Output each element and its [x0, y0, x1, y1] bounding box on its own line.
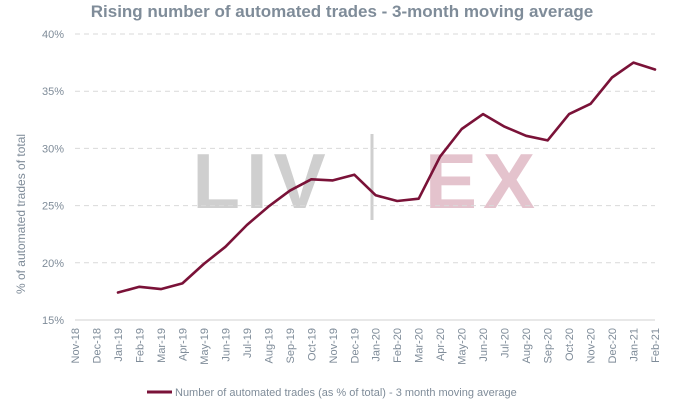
- x-tick-label: Sep-19: [285, 328, 297, 363]
- watermark-right-text: EX: [425, 137, 541, 225]
- x-tick-label: Jan-19: [113, 328, 125, 362]
- x-tick-label: Dec-20: [607, 328, 619, 363]
- x-tick-label: May-19: [199, 328, 211, 365]
- x-tick-label: Mar-20: [414, 328, 426, 363]
- x-tick-label: Jul-19: [242, 328, 254, 358]
- x-tick-label: Nov-19: [328, 328, 340, 363]
- y-axis-label: % of automated trades of total: [14, 134, 28, 294]
- x-tick-label: Sep-20: [543, 328, 555, 363]
- x-tick-label: Mar-19: [156, 328, 168, 363]
- watermark-left-text: LIV: [192, 137, 331, 225]
- x-tick-label: Apr-19: [177, 328, 189, 361]
- x-tick-label: Nov-20: [586, 328, 598, 363]
- watermark: LIV EX: [192, 134, 541, 225]
- x-tick-label: Aug-19: [263, 328, 275, 363]
- x-tick-label: Dec-18: [91, 328, 103, 363]
- x-tick-label: Oct-19: [306, 328, 318, 361]
- series-layer: [116, 61, 657, 294]
- y-tick-label: 35%: [42, 86, 64, 98]
- y-tick-label: 15%: [42, 315, 64, 327]
- x-tick-label: Jun-19: [220, 328, 232, 362]
- x-tick-label: Jun-20: [478, 328, 490, 362]
- x-tick-label: Jul-20: [500, 328, 512, 358]
- gridlines: [75, 33, 655, 321]
- legend-label: Number of automated trades (as % of tota…: [175, 387, 517, 399]
- y-tick-label: 30%: [42, 143, 64, 155]
- x-tick-label: Feb-20: [392, 328, 404, 363]
- y-tick-label: 20%: [42, 258, 64, 270]
- x-tick-label: Dec-19: [349, 328, 361, 363]
- x-tick-label: Feb-21: [650, 328, 662, 363]
- x-tick-label: Jan-21: [629, 328, 641, 362]
- series-line: [116, 61, 657, 294]
- x-tick-label: Apr-20: [435, 328, 447, 361]
- x-tick-label: Oct-20: [564, 328, 576, 361]
- y-tick-label: 40%: [42, 29, 64, 41]
- y-axis-ticks: 15% 20% 25% 30% 35% 40%: [42, 29, 64, 327]
- x-tick-label: May-20: [457, 328, 469, 365]
- x-tick-label: Aug-20: [521, 328, 533, 363]
- legend: Number of automated trades (as % of tota…: [147, 387, 517, 399]
- x-tick-label: Jan-20: [371, 328, 383, 362]
- chart-title: Rising number of automated trades - 3-mo…: [90, 2, 594, 21]
- x-tick-label: Nov-18: [70, 328, 82, 363]
- x-axis-ticks: Nov-18 Dec-18 Jan-19 Feb-19 Mar-19 Apr-19 May-…: [70, 328, 662, 365]
- y-tick-label: 25%: [42, 201, 64, 213]
- x-tick-label: Feb-19: [134, 328, 146, 363]
